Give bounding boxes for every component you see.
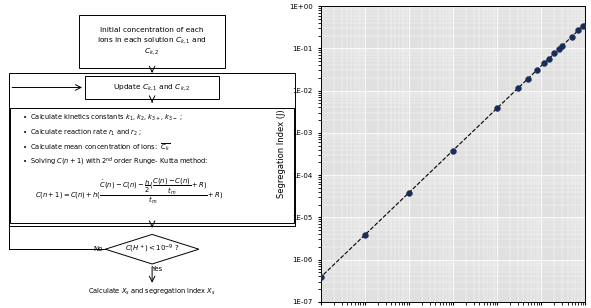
Text: $C(H^+) < 10^{-9}$ ?: $C(H^+) < 10^{-9}$ ? bbox=[125, 243, 180, 255]
Point bbox=[492, 106, 502, 111]
Point bbox=[567, 34, 577, 39]
Point bbox=[579, 23, 588, 28]
Text: $\bullet$  Solving $C(n + 1)$ with 2$^{nd}$ order Runge- Kutta method:: $\bullet$ Solving $C(n + 1)$ with 2$^{nd… bbox=[22, 156, 209, 168]
Point bbox=[573, 28, 583, 33]
Point bbox=[554, 47, 563, 52]
Text: Yes: Yes bbox=[151, 266, 162, 272]
Text: No: No bbox=[93, 246, 102, 252]
FancyBboxPatch shape bbox=[10, 108, 294, 224]
Point bbox=[557, 43, 567, 48]
FancyBboxPatch shape bbox=[85, 76, 219, 99]
Text: Calculate $X_s$ and segregation index $X_s$: Calculate $X_s$ and segregation index $X… bbox=[88, 287, 216, 298]
Point bbox=[532, 68, 541, 73]
Text: $C(n+1) = C(n) + h(\dfrac{\dot{C}(n)-C(n)-\dfrac{h}{2}(\dfrac{C(n)-C(n)}{t_m}+R): $C(n+1) = C(n) + h(\dfrac{\dot{C}(n)-C(n… bbox=[35, 176, 224, 206]
Polygon shape bbox=[105, 234, 199, 264]
Point bbox=[550, 51, 559, 56]
Point bbox=[448, 148, 457, 153]
FancyBboxPatch shape bbox=[79, 15, 225, 68]
Point bbox=[523, 76, 532, 81]
Y-axis label: Segregation Index (J): Segregation Index (J) bbox=[277, 110, 287, 198]
Point bbox=[316, 275, 325, 280]
Point bbox=[544, 56, 554, 61]
Point bbox=[404, 190, 414, 195]
Text: $\bullet$  Calculate mean concentration of ions:  $\overline{C_k}$: $\bullet$ Calculate mean concentration o… bbox=[22, 142, 170, 153]
Text: Initial concentration of each
ions in each solution $C_{k,1}$ and
$C_{k,2}$: Initial concentration of each ions in ea… bbox=[97, 27, 207, 56]
Text: $\bullet$  Calculate reaction rate $r_1$ and $r_2$ ;: $\bullet$ Calculate reaction rate $r_1$ … bbox=[22, 128, 142, 138]
Text: Update $C_{k,1}$ and $C_{k,2}$: Update $C_{k,1}$ and $C_{k,2}$ bbox=[113, 83, 191, 92]
Point bbox=[540, 60, 549, 65]
Text: $\bullet$  Calculate kinetics constants $k_1$, $k_2$, $k_{3+}$, $k_{3-}$ ;: $\bullet$ Calculate kinetics constants $… bbox=[22, 113, 183, 123]
Point bbox=[360, 233, 369, 237]
Point bbox=[513, 86, 522, 91]
